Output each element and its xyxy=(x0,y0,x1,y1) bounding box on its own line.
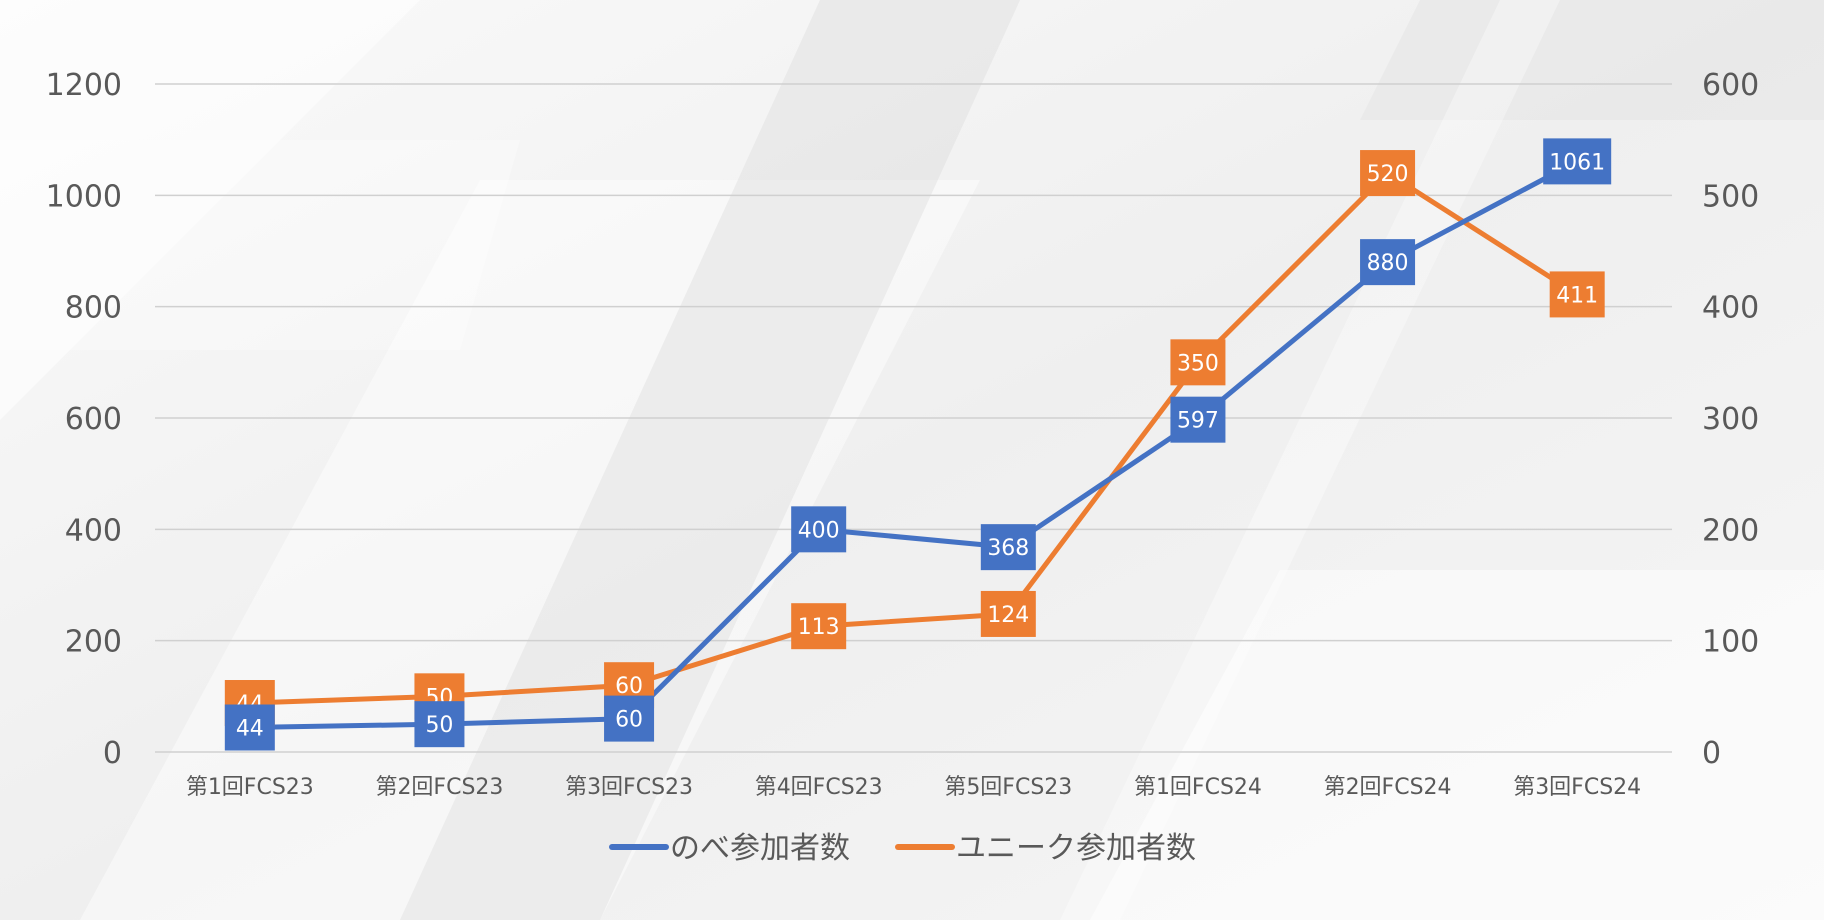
data-label: 350 xyxy=(1177,351,1219,376)
data-label: 520 xyxy=(1367,162,1409,187)
left-tick-label: 800 xyxy=(65,291,122,326)
series-line-0 xyxy=(249,159,1579,731)
data-label: 124 xyxy=(987,603,1029,628)
x-tick-label: 第2回FCS23 xyxy=(375,775,503,800)
right-tick-label: 200 xyxy=(1702,513,1759,548)
data-labels: 4450601131243505204114450604003685978801… xyxy=(224,138,1612,751)
right-axis: 0 100 200 300 400 500 600 xyxy=(1702,68,1759,771)
x-tick-label: 第2回FCS24 xyxy=(1324,775,1452,800)
data-marker xyxy=(791,506,847,553)
data-marker xyxy=(791,603,847,650)
x-tick-label: 第3回FCS24 xyxy=(1513,775,1641,800)
right-tick-label: 300 xyxy=(1702,402,1759,437)
x-tick-label: 第1回FCS23 xyxy=(186,775,314,800)
data-marker xyxy=(1360,150,1416,197)
data-label: 411 xyxy=(1556,283,1598,308)
right-tick-label: 0 xyxy=(1702,736,1721,771)
data-marker xyxy=(980,590,1036,637)
right-tick-label: 500 xyxy=(1702,179,1759,214)
data-marker xyxy=(980,524,1036,571)
data-marker xyxy=(414,701,465,748)
data-label: 1061 xyxy=(1549,150,1605,175)
data-label: 368 xyxy=(987,536,1029,561)
data-marker xyxy=(1360,239,1416,286)
right-tick-label: 400 xyxy=(1702,291,1759,326)
data-marker xyxy=(224,704,275,751)
data-label: 113 xyxy=(798,615,840,640)
left-tick-label: 200 xyxy=(65,625,122,660)
data-label: 50 xyxy=(425,713,453,738)
data-marker xyxy=(1170,339,1226,386)
series-line-1 xyxy=(249,170,1579,706)
x-tick-label: 第1回FCS24 xyxy=(1134,775,1262,800)
data-marker xyxy=(1543,138,1612,185)
left-tick-label: 600 xyxy=(65,402,122,437)
x-tick-label: 第4回FCS23 xyxy=(755,775,883,800)
data-label: 60 xyxy=(615,674,643,699)
left-tick-label: 1200 xyxy=(46,68,122,103)
x-axis: 第1回FCS23 第2回FCS23 第3回FCS23 第4回FCS23 第5回FCS23… xyxy=(186,775,1641,800)
left-tick-label: 1000 xyxy=(46,179,122,214)
data-label: 400 xyxy=(798,518,840,543)
data-label: 60 xyxy=(615,708,643,733)
left-tick-label: 400 xyxy=(65,513,122,548)
data-marker xyxy=(604,695,655,742)
legend-label: のべ参加者数 xyxy=(670,831,850,866)
data-label: 44 xyxy=(236,717,264,742)
left-tick-label: 0 xyxy=(103,736,122,771)
right-tick-label: 600 xyxy=(1702,68,1759,103)
legend: のべ参加者数 ユニーク参加者数 xyxy=(609,831,1196,866)
data-label: 597 xyxy=(1177,409,1219,434)
x-tick-label: 第3回FCS23 xyxy=(565,775,693,800)
legend-label: ユニーク参加者数 xyxy=(956,831,1196,866)
right-tick-label: 100 xyxy=(1702,625,1759,660)
series-lines xyxy=(249,159,1579,731)
data-label: 880 xyxy=(1367,251,1409,276)
x-tick-label: 第5回FCS23 xyxy=(944,775,1072,800)
data-marker xyxy=(1170,396,1226,443)
data-marker xyxy=(1549,271,1605,318)
left-axis: 0 200 400 600 800 1000 1200 xyxy=(46,68,122,771)
